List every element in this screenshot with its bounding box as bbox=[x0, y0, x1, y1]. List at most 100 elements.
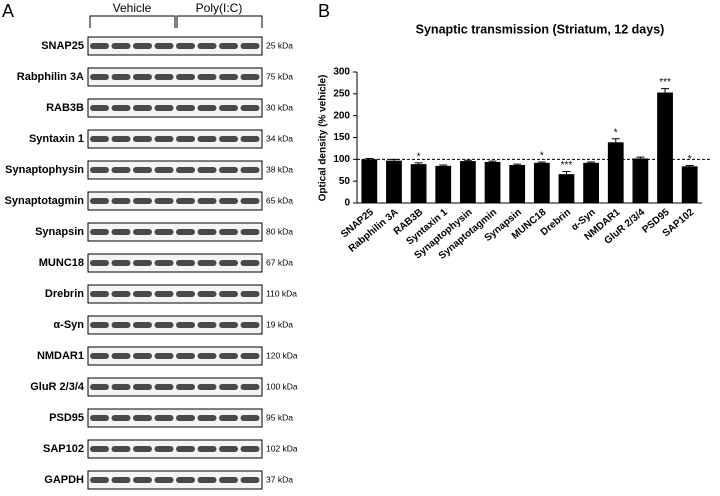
error-bar bbox=[636, 156, 645, 159]
blot-band bbox=[111, 415, 131, 421]
blot-band bbox=[240, 477, 260, 483]
blot-band bbox=[133, 43, 152, 49]
blot-size: 120 kDa bbox=[266, 350, 298, 360]
y-tick-label: 200 bbox=[333, 110, 350, 121]
blot-band bbox=[90, 198, 109, 204]
group-label: Poly(I:C) bbox=[196, 1, 243, 15]
blot-band bbox=[176, 43, 195, 49]
y-tick-label: 150 bbox=[333, 132, 350, 143]
blot-band bbox=[90, 229, 109, 235]
blot-band bbox=[240, 415, 260, 421]
blot-band bbox=[197, 477, 217, 483]
blot-band bbox=[240, 105, 260, 111]
blot-size: 75 kDa bbox=[266, 71, 293, 81]
blot-band bbox=[111, 260, 131, 266]
blot-frame bbox=[87, 98, 263, 118]
blot-size: 65 kDa bbox=[266, 195, 293, 205]
panel-label: A bbox=[2, 1, 14, 21]
blot-size: 30 kDa bbox=[266, 102, 293, 112]
blot-band bbox=[154, 43, 174, 49]
blot-band bbox=[240, 446, 260, 452]
blot-band bbox=[154, 291, 174, 297]
bar bbox=[558, 174, 575, 203]
blot-size: 25 kDa bbox=[266, 40, 293, 50]
blot-band bbox=[197, 260, 217, 266]
significance: * bbox=[417, 151, 421, 162]
blot-band bbox=[154, 477, 174, 483]
blot-frame bbox=[87, 253, 263, 273]
blot-band bbox=[240, 136, 260, 142]
blot-band bbox=[176, 260, 195, 266]
blot-frame bbox=[87, 160, 263, 180]
blot-band bbox=[197, 198, 217, 204]
blot-label: GAPDH bbox=[44, 474, 84, 486]
blot-band bbox=[240, 260, 260, 266]
blot-band bbox=[197, 322, 217, 328]
blot-band bbox=[90, 43, 109, 49]
blot-band bbox=[240, 229, 260, 235]
blot-label: Syntaxin 1 bbox=[29, 133, 84, 145]
blot-label: NMDAR1 bbox=[37, 350, 84, 362]
blot-band bbox=[240, 322, 260, 328]
blot-size: 95 kDa bbox=[266, 412, 293, 422]
blot-label: Synaptophysin bbox=[5, 164, 84, 176]
blot-band bbox=[197, 415, 217, 421]
error-bar bbox=[488, 160, 497, 162]
blot-frame bbox=[87, 408, 263, 428]
significance: * bbox=[614, 127, 618, 138]
blot-frame bbox=[87, 315, 263, 335]
error-bar bbox=[611, 138, 620, 143]
blot-band bbox=[154, 415, 174, 421]
bar bbox=[361, 159, 378, 203]
blot-size: 38 kDa bbox=[266, 164, 293, 174]
blot-band bbox=[111, 477, 131, 483]
bar bbox=[435, 165, 452, 203]
bar bbox=[460, 161, 476, 203]
blot-band bbox=[133, 322, 152, 328]
bar bbox=[484, 161, 501, 203]
blot-band bbox=[240, 198, 260, 204]
blot-band bbox=[240, 74, 260, 80]
blot-band bbox=[219, 105, 238, 111]
error-bar bbox=[463, 159, 472, 162]
blot-band bbox=[154, 74, 174, 80]
blot-band bbox=[90, 322, 109, 328]
blot-band bbox=[154, 446, 174, 452]
blot-size: 34 kDa bbox=[266, 133, 293, 143]
blot-band bbox=[154, 136, 174, 142]
y-tick-label: 250 bbox=[333, 88, 350, 99]
blot-band bbox=[197, 384, 217, 390]
blot-frame bbox=[87, 191, 263, 211]
blot-frame bbox=[87, 67, 263, 87]
significance: *** bbox=[561, 160, 573, 171]
blot-band bbox=[176, 353, 195, 359]
blot-band bbox=[133, 384, 152, 390]
blot-band bbox=[197, 229, 217, 235]
blot-band bbox=[219, 167, 238, 173]
blot-frame bbox=[87, 346, 263, 366]
blot-band bbox=[219, 322, 238, 328]
error-bar bbox=[365, 157, 374, 160]
blot-band bbox=[111, 136, 131, 142]
blot-label: SNAP25 bbox=[41, 40, 84, 52]
blot-frame bbox=[87, 222, 263, 242]
blot-frame bbox=[87, 129, 263, 149]
error-bar bbox=[661, 88, 670, 93]
bar bbox=[583, 162, 599, 203]
error-bar bbox=[513, 163, 522, 166]
blot-label: Rabphilin 3A bbox=[17, 71, 84, 83]
blot-band bbox=[176, 446, 195, 452]
blot-band bbox=[111, 43, 131, 49]
blot-band bbox=[90, 136, 109, 142]
error-bar bbox=[439, 164, 448, 166]
group-bracket bbox=[89, 15, 263, 28]
blot-band bbox=[90, 477, 109, 483]
blot-band bbox=[133, 260, 152, 266]
blot-size: 19 kDa bbox=[266, 319, 293, 329]
blot-label: RAB3B bbox=[46, 102, 84, 114]
blot-band bbox=[197, 291, 217, 297]
blot-band bbox=[176, 74, 195, 80]
blot-band bbox=[197, 353, 217, 359]
blot-band bbox=[219, 74, 238, 80]
blot-band bbox=[154, 105, 174, 111]
